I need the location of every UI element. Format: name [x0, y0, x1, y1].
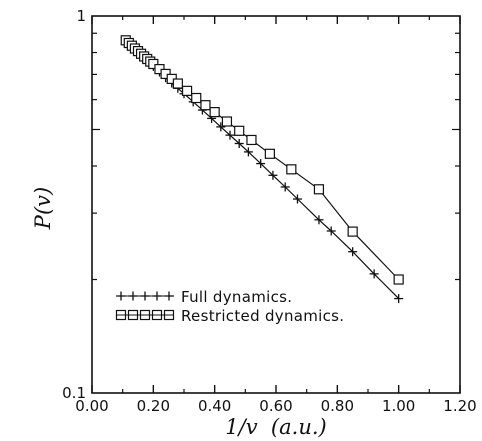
x-tick-label: 0.60 [259, 397, 292, 415]
x-tick-label: 1.00 [382, 397, 415, 415]
data-point-restricted-dynamics [347, 226, 358, 237]
legend-label: Full dynamics. [181, 288, 292, 306]
data-point-restricted-dynamics [221, 116, 233, 127]
x-tick-label: 0.40 [198, 397, 231, 415]
data-point-restricted-dynamics [234, 125, 245, 136]
data-point-full-dynamics [314, 215, 324, 225]
data-point-restricted-dynamics [393, 274, 404, 285]
data-point-full-dynamics [225, 130, 235, 140]
data-point-restricted-dynamics [191, 92, 202, 104]
y-tick-label: 0.1 [62, 384, 86, 402]
data-point-restricted-dynamics [172, 78, 183, 89]
data-point-full-dynamics [243, 147, 253, 157]
data-point-restricted-dynamics [209, 107, 220, 118]
data-point-full-dynamics [326, 226, 336, 236]
data-point-restricted-dynamics [286, 164, 297, 175]
x-tick-label: 0.20 [137, 397, 170, 415]
data-point-full-dynamics [268, 170, 278, 180]
x-tick-label: 0.80 [321, 397, 354, 415]
data-point-full-dynamics [234, 138, 244, 148]
data-point-restricted-dynamics [313, 184, 325, 195]
data-point-full-dynamics [280, 182, 290, 192]
data-point-full-dynamics [394, 294, 404, 304]
legend-label: Restricted dynamics. [181, 307, 344, 325]
y-axis-title: P(v) [31, 187, 55, 230]
data-point-restricted-dynamics [181, 85, 193, 96]
x-axis-title: 1/v (a.u.) [225, 415, 326, 439]
x-tick-label: 1.20 [443, 397, 476, 415]
legend-item: Restricted dynamics. [115, 307, 344, 325]
data-point-full-dynamics [369, 269, 379, 279]
data-point-full-dynamics [216, 122, 226, 132]
x-tick-label: 0.00 [75, 397, 108, 415]
data-point-restricted-dynamics [148, 58, 159, 70]
data-point-full-dynamics [292, 194, 302, 204]
data-point-full-dynamics [348, 247, 358, 257]
data-point-full-dynamics [256, 159, 266, 169]
data-point-restricted-dynamics [264, 148, 275, 159]
y-tick-label: 1 [76, 7, 86, 25]
data-point-restricted-dynamics [246, 134, 257, 146]
data-point-restricted-dynamics [200, 100, 211, 111]
plot-frame [91, 15, 461, 394]
legend-item: Full dynamics. [116, 288, 292, 306]
